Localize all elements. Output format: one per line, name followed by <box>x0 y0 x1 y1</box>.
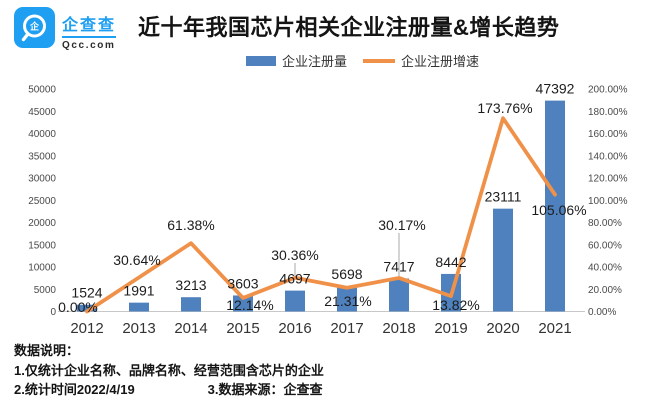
notes-stat-date: 2.统计时间2022/4/19 <box>14 382 135 397</box>
y-axis-left-tick-label: 30000 <box>28 174 56 185</box>
growth-pct-label: 173.76% <box>477 100 532 116</box>
bar-2020 <box>493 208 513 312</box>
y-axis-left-tick-label: 15000 <box>28 240 56 251</box>
y-axis-right-tick-label: 120.00% <box>588 174 628 185</box>
growth-pct-label: 30.36% <box>271 247 318 263</box>
y-axis-left-tick-label: 10000 <box>28 263 56 274</box>
bar-2014 <box>181 297 201 312</box>
growth-pct-label: 0.00% <box>58 299 98 315</box>
data-notes: 数据说明： 1.仅统计企业名称、品牌名称、经营范围含芯片的企业 2.统计时间20… <box>14 341 324 400</box>
y-axis-left-tick-label: 40000 <box>28 129 56 140</box>
y-axis-left-tick-label: 50000 <box>28 85 56 96</box>
page-title: 近十年我国芯片相关企业注册量&增长趋势 <box>138 15 560 40</box>
y-axis-left-tick-label: 45000 <box>28 107 56 118</box>
growth-pct-label: 61.38% <box>167 217 214 233</box>
y-axis-left-tick-label: 5000 <box>34 285 57 296</box>
y-axis-right-tick-label: 160.00% <box>588 129 628 140</box>
legend-line-label: 企业注册增速 <box>401 54 480 69</box>
bar-2016 <box>285 290 305 312</box>
growth-pct-label: 21.31% <box>324 293 371 309</box>
growth-pct-label: 30.64% <box>113 252 160 268</box>
legend-bar-swatch <box>246 55 276 66</box>
x-axis-label: 2018 <box>382 320 415 337</box>
growth-pct-label: 105.06% <box>531 202 586 218</box>
x-axis-label: 2019 <box>434 320 467 337</box>
growth-pct-label: 12.14% <box>226 297 273 313</box>
chart-legend: 企业注册量 企业注册增速 <box>246 51 479 70</box>
y-axis-left-tick-label: 35000 <box>28 151 56 162</box>
bar-value-label: 5698 <box>331 266 362 282</box>
x-axis-label: 2015 <box>226 320 259 337</box>
magnifier-circle-icon <box>23 14 46 38</box>
x-axis-label: 2014 <box>174 320 207 337</box>
brand-domain: Qcc.com <box>62 40 116 51</box>
y-axis-left-tick-label: 20000 <box>28 218 56 229</box>
y-axis-right-tick-label: 100.00% <box>588 196 628 207</box>
y-axis-right-tick-label: 0.00% <box>588 307 616 318</box>
y-axis-right-tick-label: 60.00% <box>588 240 622 251</box>
x-axis-label: 2021 <box>538 320 571 337</box>
brand-name: 企查查 <box>62 11 117 38</box>
bar-value-label: 47392 <box>536 81 575 97</box>
notes-source: 3.数据来源：企查查 <box>207 382 323 397</box>
bar-2012 <box>77 304 97 312</box>
y-axis-right-tick-label: 180.00% <box>588 107 628 118</box>
x-axis-label: 2013 <box>122 320 155 337</box>
notes-heading: 数据说明： <box>14 343 80 358</box>
bar-value-label: 1524 <box>71 285 102 301</box>
bar-2015 <box>233 295 253 312</box>
y-axis-right-tick-label: 80.00% <box>588 218 622 229</box>
y-axis-left-tick-label: 0 <box>50 307 56 318</box>
logo-glyph: 企 <box>29 21 40 32</box>
x-axis-label: 2012 <box>70 320 103 337</box>
y-axis-right-tick-label: 20.00% <box>588 285 622 296</box>
y-axis-right-tick-label: 40.00% <box>588 263 622 274</box>
bar-value-label: 3213 <box>175 277 206 293</box>
growth-pct-label: 13.82% <box>432 297 479 313</box>
notes-line2: 2.统计时间2022/4/19 3.数据来源：企查查 <box>14 380 324 400</box>
bar-2018 <box>389 278 409 312</box>
qcc-logo-icon: 企 <box>14 7 55 48</box>
bar-value-label: 4697 <box>279 271 310 287</box>
legend-line-swatch <box>363 58 396 63</box>
bar-2017 <box>337 286 357 312</box>
growth-pct-label: 30.17% <box>378 217 425 233</box>
magnifier-handle-icon <box>21 32 30 42</box>
legend-bar-label: 企业注册量 <box>282 54 348 69</box>
growth-line <box>85 116 557 314</box>
notes-line1: 1.仅统计企业名称、品牌名称、经营范围含芯片的企业 <box>14 362 324 378</box>
bar-2013 <box>129 302 149 312</box>
bar-value-label: 8442 <box>435 254 466 270</box>
bar-value-label: 7417 <box>383 258 414 274</box>
bar-value-label: 3603 <box>227 275 258 291</box>
bar-2021 <box>545 100 565 312</box>
y-axis-left-tick-label: 25000 <box>28 196 56 207</box>
bar-value-label: 23111 <box>485 189 522 205</box>
x-axis-label: 2016 <box>278 320 311 337</box>
x-axis-label: 2020 <box>486 320 519 337</box>
y-axis-right-tick-label: 140.00% <box>588 151 628 162</box>
bar-value-label: 1991 <box>123 283 154 299</box>
x-axis-label: 2017 <box>330 320 363 337</box>
brand-block: 企查查 Qcc.com <box>62 11 117 51</box>
y-axis-right-tick-label: 200.00% <box>588 85 628 96</box>
